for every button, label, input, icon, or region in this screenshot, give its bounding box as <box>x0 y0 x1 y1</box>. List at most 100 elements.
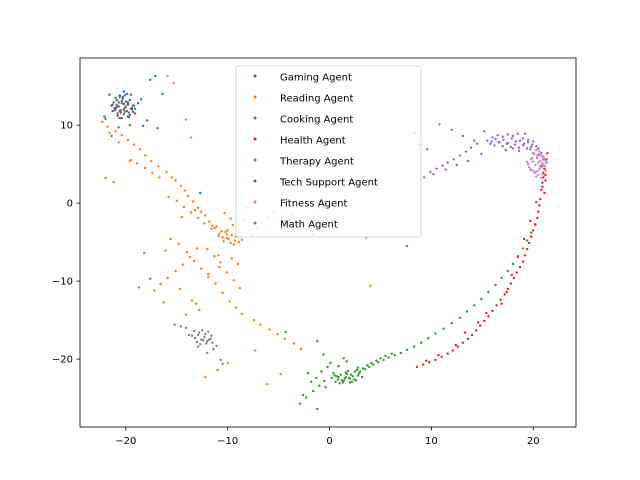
data-point <box>231 223 234 227</box>
data-point <box>122 108 126 111</box>
data-point <box>232 243 235 246</box>
data-point <box>118 95 121 99</box>
y-tick-label: 10 <box>60 121 73 132</box>
data-point <box>226 229 229 232</box>
data-point <box>150 159 153 163</box>
data-point <box>499 298 502 301</box>
data-point <box>120 134 124 137</box>
data-point <box>423 176 426 179</box>
data-point <box>117 126 120 129</box>
data-point <box>427 336 430 340</box>
data-point <box>469 146 473 149</box>
data-point <box>522 237 526 241</box>
data-point <box>538 150 541 153</box>
data-point <box>173 323 176 326</box>
y-tick-label: 0 <box>67 199 73 210</box>
data-point <box>489 142 492 145</box>
data-point <box>315 376 318 380</box>
data-point <box>115 105 118 109</box>
data-point <box>198 331 201 334</box>
data-point <box>233 239 236 242</box>
data-point <box>120 102 124 105</box>
data-point <box>156 127 159 130</box>
data-point <box>121 97 125 100</box>
data-point <box>189 211 193 214</box>
data-point <box>193 208 197 212</box>
y-axis: −20 −10 0 10 <box>52 121 80 366</box>
data-point <box>534 223 537 226</box>
legend-label: Cooking Agent <box>280 115 353 126</box>
data-point <box>515 271 519 274</box>
data-point <box>169 237 172 241</box>
data-point <box>329 361 332 365</box>
data-point <box>387 356 390 359</box>
legend-label: Fitness Agent <box>280 199 347 210</box>
data-point <box>544 169 547 172</box>
data-point <box>352 378 356 381</box>
data-point <box>200 210 203 213</box>
data-point <box>458 154 462 157</box>
data-point <box>526 162 530 166</box>
data-point <box>135 162 139 165</box>
data-point <box>124 100 128 103</box>
data-point <box>203 336 206 339</box>
data-point <box>184 313 188 316</box>
data-point <box>204 214 207 217</box>
series-4 <box>405 123 548 248</box>
data-point <box>351 375 355 378</box>
data-point <box>268 328 271 331</box>
data-point <box>530 145 533 149</box>
data-point <box>491 309 494 312</box>
data-point <box>456 345 460 348</box>
data-point <box>541 181 544 184</box>
data-point <box>339 373 342 376</box>
data-point <box>210 227 213 230</box>
data-point <box>123 110 127 114</box>
data-point <box>206 340 209 343</box>
data-point <box>333 374 336 377</box>
data-point <box>368 365 371 369</box>
data-point <box>511 147 515 150</box>
data-point <box>540 176 543 180</box>
data-point <box>193 336 197 340</box>
data-point <box>541 173 544 176</box>
data-point <box>487 315 490 318</box>
data-point <box>342 357 345 360</box>
data-point <box>312 389 315 393</box>
series-7 <box>137 251 224 365</box>
data-point <box>189 136 193 139</box>
data-point <box>211 224 214 227</box>
data-point <box>530 158 533 161</box>
data-point <box>221 291 224 294</box>
data-point <box>536 216 539 220</box>
data-point <box>511 262 515 266</box>
data-point <box>139 98 143 101</box>
legend-label: Math Agent <box>280 220 338 231</box>
x-axis: −20 −10 0 10 20 <box>115 427 540 447</box>
data-point <box>310 380 313 383</box>
data-point <box>353 370 357 373</box>
data-point <box>518 139 522 142</box>
data-point <box>118 116 121 120</box>
data-point <box>192 259 196 262</box>
data-point <box>543 157 546 160</box>
data-point <box>487 290 490 294</box>
data-point <box>509 145 512 149</box>
data-point <box>530 235 533 238</box>
data-point <box>426 148 429 151</box>
data-point <box>527 166 531 169</box>
data-point <box>495 304 498 307</box>
data-point <box>125 92 129 96</box>
data-point <box>536 169 539 173</box>
data-point <box>225 233 228 236</box>
data-point <box>196 216 200 220</box>
data-point <box>535 145 538 148</box>
data-point <box>187 333 191 337</box>
data-point <box>540 188 543 191</box>
data-point <box>512 276 516 280</box>
data-point <box>494 137 497 141</box>
data-point <box>390 352 393 355</box>
data-point <box>537 173 540 177</box>
data-point <box>165 170 168 174</box>
data-point <box>117 141 120 144</box>
